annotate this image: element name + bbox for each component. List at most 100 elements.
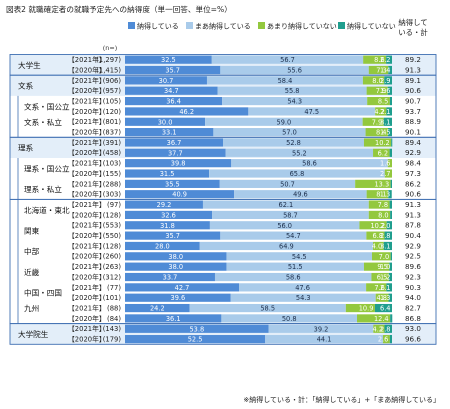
row-year-label: 【2021年】 <box>68 262 106 271</box>
bar-value-label: 47.6 <box>295 284 310 292</box>
row-n-label: (957) <box>103 87 122 95</box>
row-year-label: 【2020年】 <box>68 107 106 116</box>
row-n-label: (263) <box>103 263 122 271</box>
row-total-label: 82.7 <box>405 303 421 312</box>
group-label: 関東 <box>24 225 40 235</box>
bar-value-label: 32.6 <box>161 211 176 219</box>
bar-segment-s2 <box>357 314 391 323</box>
bar-value-label: 39.6 <box>171 294 186 302</box>
bar-value-label: 59.0 <box>277 118 292 126</box>
row-n-label: (553) <box>103 222 122 230</box>
bar-value-label: 52.8 <box>286 139 301 147</box>
bar-value-label: 1.4 <box>380 67 391 75</box>
legend-swatch <box>258 22 265 29</box>
group-label: 文系 <box>18 81 34 91</box>
bar-segment-s2 <box>363 55 387 64</box>
data-row: 【2021年】(128) 28.0 64.9 4.03.1 92.9 <box>68 241 421 250</box>
row-total-label: 89.6 <box>405 262 421 271</box>
bar-segment-s0 <box>125 169 210 178</box>
row-n-label: (391) <box>103 139 122 147</box>
bar-segment-s2 <box>387 159 392 168</box>
row-year-label: 【2020年】 <box>68 335 106 344</box>
row-year-label: 【2021年】 <box>68 200 106 209</box>
bar-value-label: 2.1 <box>380 108 391 116</box>
bar-value-label: 35.7 <box>165 232 180 240</box>
bar-segment-s0 <box>125 107 249 116</box>
bar-value-label: 1.6 <box>380 160 391 168</box>
bar-value-label: 7.9 <box>376 87 387 95</box>
row-n-label: (303) <box>103 191 122 199</box>
bar-segment-s1 <box>209 221 360 230</box>
bar-segment-s0 <box>125 190 235 199</box>
bar-value-label: 6.2 <box>378 149 389 157</box>
bar-segment-s1 <box>225 148 374 157</box>
bar-segment-s2 <box>373 241 384 251</box>
bar-value-label: 57.0 <box>282 129 297 137</box>
bar-value-label: 55.8 <box>285 87 300 95</box>
bar-segment-s0 <box>125 262 227 271</box>
data-row: 【2021年】 (77) 42.7 47.6 7.62.1 90.3 <box>68 283 421 292</box>
bar-value-label: 2.6 <box>378 336 389 344</box>
row-year-label: 【2021年】 <box>68 55 106 64</box>
legend-swatch <box>338 22 345 29</box>
row-total-label: 89.1 <box>405 76 421 85</box>
bar-segment-s1 <box>202 200 369 209</box>
row-year-label: 【2020年】 <box>68 252 106 261</box>
row-n-label: (88) <box>107 304 121 312</box>
bar-segment-s0 <box>125 283 240 292</box>
bar-value-label: 12.4 <box>374 315 389 323</box>
bar-segment-s1 <box>248 107 376 116</box>
bar-segment-s0 <box>125 324 269 333</box>
bar-segment-s3 <box>390 314 393 323</box>
row-n-label: (458) <box>103 149 122 157</box>
bar-segment-s1 <box>268 324 374 333</box>
bar-segment-s2 <box>366 86 388 95</box>
bar-segment-s0 <box>125 293 231 302</box>
row-n-label: (260) <box>103 253 122 261</box>
group-label: 大学生 <box>18 60 41 70</box>
bar-value-label: 1.2 <box>380 274 391 282</box>
bar-segment-s0 <box>125 128 214 137</box>
bar-segment-s0 <box>125 159 232 168</box>
bar-segment-s2 <box>366 190 389 199</box>
data-row: 【2021年】(263) 38.0 51.5 9.51.0 89.6 <box>68 262 421 271</box>
row-n-label: (128) <box>103 211 122 219</box>
bar-value-label: 9.5 <box>377 263 388 271</box>
bar-value-label: 58.7 <box>283 211 298 219</box>
group-label: 文系・私立 <box>24 117 62 127</box>
row-total-label: 89.2 <box>405 55 421 64</box>
row-total-label: 90.4 <box>405 231 421 240</box>
bar-segment-s1 <box>205 117 363 126</box>
row-total-label: 90.1 <box>405 128 421 137</box>
bar-value-label: 1.6 <box>380 87 391 95</box>
bar-value-label: 54.3 <box>287 98 302 106</box>
data-row: 【2021年】 (97) 29.2 62.1 7.8 91.3 <box>68 200 421 209</box>
row-n-label: (179) <box>103 336 122 344</box>
bar-value-label: 36.7 <box>167 139 182 147</box>
bar-segment-s2 <box>368 210 391 220</box>
bar-value-label: 7.8 <box>378 201 389 209</box>
bar-segment-s2 <box>362 117 384 126</box>
bar-value-label: 40.9 <box>172 191 187 199</box>
bar-value-label: 54.5 <box>292 253 307 261</box>
data-row: 【2020年】(120) 46.2 47.5 4.22.1 93.7 <box>68 107 421 116</box>
row-n-label: (84) <box>107 315 121 323</box>
group-label: 近畿 <box>24 267 40 277</box>
footnote: ※納得している・計：「納得している」+「まあ納得している」 <box>243 395 440 404</box>
row-total-label: 88.9 <box>405 117 421 126</box>
bar-segment-s1 <box>212 210 369 220</box>
bar-segment-s0 <box>125 148 226 157</box>
bar-value-label: 13.3 <box>374 180 389 188</box>
bar-value-label: 46.2 <box>179 108 194 116</box>
row-n-label: (837) <box>103 129 122 137</box>
bar-segment-s0 <box>125 272 215 282</box>
bar-segment-s1 <box>206 76 363 85</box>
row-year-label: 【2020年】 <box>68 293 106 302</box>
bar-value-label: 8.5 <box>378 98 389 106</box>
row-total-label: 97.3 <box>405 169 421 178</box>
group-label: 理系・私立 <box>24 184 62 194</box>
bar-segment-s3 <box>388 65 392 75</box>
bar-segment-s0 <box>125 117 206 126</box>
bar-segment-s2 <box>359 221 387 230</box>
row-year-label: 【2021年】 <box>68 138 106 147</box>
